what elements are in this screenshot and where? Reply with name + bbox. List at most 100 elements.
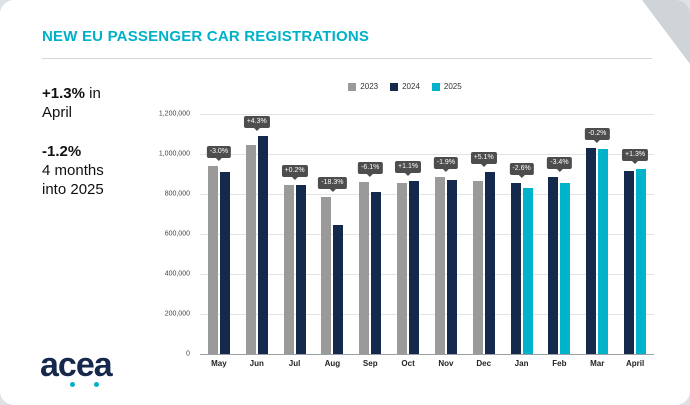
gridline bbox=[200, 153, 654, 155]
bar-chart: 2023 2024 2025 1,200,000 1,000,000 800,000 60… bbox=[150, 82, 660, 380]
legend-swatch-2024 bbox=[390, 82, 399, 91]
bar-group-april: +1.3% April bbox=[616, 114, 654, 368]
y-tick-label: 400,000 bbox=[164, 270, 190, 278]
y-tick-label: 200,000 bbox=[164, 310, 190, 318]
page-title: NEW EU PASSENGER CAR REGISTRATIONS bbox=[42, 28, 370, 45]
x-label-aug: Aug bbox=[324, 359, 341, 368]
legend-label-2025: 2025 bbox=[443, 82, 462, 91]
bar-2023-oct bbox=[397, 183, 408, 354]
pct-badge-mar: -0.2% bbox=[585, 128, 610, 141]
bar-2024-jul bbox=[295, 184, 306, 354]
logo-dot-icon bbox=[70, 382, 75, 387]
legend-item-2023: 2023 bbox=[348, 82, 378, 91]
bar-2024-oct bbox=[409, 180, 420, 354]
x-label-jan: Jan bbox=[514, 359, 529, 368]
x-label-may: May bbox=[211, 359, 227, 368]
x-label-oct: Oct bbox=[401, 359, 415, 368]
x-axis-line bbox=[200, 354, 654, 355]
bar-2025-feb bbox=[560, 183, 571, 354]
gridline bbox=[200, 234, 654, 235]
legend-swatch-2025 bbox=[431, 82, 440, 91]
legend-label-2023: 2023 bbox=[360, 82, 379, 91]
bar-group-jul: +0.2% Jul bbox=[276, 114, 314, 368]
bar-2024-dec bbox=[484, 172, 495, 354]
title-divider bbox=[42, 58, 652, 59]
bar-2024-feb bbox=[548, 177, 559, 354]
bar-group-may: -3.0% May bbox=[200, 114, 238, 368]
x-label-april: April bbox=[625, 359, 645, 368]
bar-2024-jun bbox=[257, 136, 268, 354]
x-label-mar: Mar bbox=[590, 359, 605, 368]
gridline bbox=[200, 314, 654, 315]
bar-2024-may bbox=[219, 171, 230, 354]
bar-2025-mar bbox=[598, 148, 609, 354]
bar-group-aug: -18.3% Aug bbox=[314, 114, 352, 368]
x-label-feb: Feb bbox=[552, 359, 567, 368]
bar-group-jan: -2.6% Jan bbox=[503, 114, 541, 368]
bar-2023-sep bbox=[359, 181, 370, 354]
bar-group-dec: +5.1% Dec bbox=[465, 114, 503, 368]
bar-2023-nov bbox=[434, 177, 445, 354]
stat-ytd-line3: into 2025 bbox=[42, 181, 104, 198]
acea-logo: acea bbox=[40, 346, 113, 387]
x-label-jun: Jun bbox=[249, 359, 264, 368]
bar-group-oct: +1.1% Oct bbox=[389, 114, 427, 368]
bar-group-sep: -6.1% Sep bbox=[351, 114, 389, 368]
bar-2023-jul bbox=[283, 185, 294, 354]
bar-2024-april bbox=[624, 171, 635, 354]
legend-swatch-2023 bbox=[348, 82, 357, 91]
stat-ytd-value: -1.2% bbox=[42, 143, 82, 160]
pct-badge-april: +1.3% bbox=[622, 149, 649, 161]
pct-badge-sep: -6.1% bbox=[358, 161, 383, 174]
y-tick-label: 1,000,000 bbox=[158, 150, 190, 158]
plot-area: -3.0% May +4.3% Jun +0.2% Jul -18.3% Aug -6.1% Se… bbox=[200, 114, 654, 368]
y-tick-label: 800,000 bbox=[164, 190, 190, 198]
gridline bbox=[200, 193, 654, 195]
y-tick-label: 600,000 bbox=[164, 230, 190, 238]
bar-2025-jan bbox=[522, 187, 533, 354]
bar-2024-jan bbox=[510, 183, 521, 354]
bar-2023-aug bbox=[321, 196, 332, 354]
pct-badge-dec: +5.1% bbox=[470, 152, 497, 164]
stat-ytd-line2: 4 months bbox=[42, 162, 104, 179]
stat-april-suffix: in bbox=[84, 85, 101, 102]
chart-legend: 2023 2024 2025 bbox=[150, 82, 660, 91]
bar-2023-may bbox=[207, 166, 218, 354]
bar-2024-nov bbox=[446, 180, 457, 354]
y-tick-label: 1,200,000 bbox=[158, 110, 190, 118]
x-label-jul: Jul bbox=[288, 359, 301, 368]
bar-group-mar: -0.2% Mar bbox=[578, 114, 616, 368]
bar-group-nov: -1.9% Nov bbox=[427, 114, 465, 368]
pct-badge-jul: +0.2% bbox=[281, 164, 308, 177]
gridline bbox=[200, 273, 654, 275]
y-tick-label: 0 bbox=[186, 350, 190, 358]
bar-2024-aug bbox=[333, 225, 344, 354]
stat-april-change: +1.3% in April bbox=[42, 84, 101, 122]
pct-badge-oct: +1.1% bbox=[395, 160, 422, 173]
bar-2025-april bbox=[636, 169, 647, 354]
legend-item-2024: 2024 bbox=[390, 82, 420, 91]
y-axis: 1,200,000 1,000,000 800,000 600,000 400,000 2… bbox=[150, 110, 196, 358]
legend-label-2024: 2024 bbox=[402, 82, 420, 91]
pct-badge-nov: -1.9% bbox=[433, 157, 459, 169]
pct-badge-feb: -3.4% bbox=[547, 157, 572, 170]
bar-2023-jun bbox=[245, 145, 256, 354]
pct-badge-jan: -2.6% bbox=[509, 163, 534, 175]
pct-badge-aug: -18.3% bbox=[318, 176, 347, 189]
logo-dot-icon bbox=[94, 382, 99, 387]
acea-logo-text: acea bbox=[40, 346, 113, 384]
stat-april-value: +1.3% bbox=[42, 85, 85, 102]
pct-badge-may: -3.0% bbox=[206, 146, 232, 158]
bar-group-jun: +4.3% Jun bbox=[238, 114, 276, 368]
x-label-dec: Dec bbox=[476, 359, 492, 368]
bar-2024-mar bbox=[586, 148, 597, 354]
x-label-nov: Nov bbox=[438, 359, 454, 368]
stat-ytd-change: -1.2% 4 months into 2025 bbox=[42, 142, 104, 199]
gridline bbox=[200, 114, 654, 115]
stat-april-line2: April bbox=[42, 104, 73, 121]
corner-decoration bbox=[642, 0, 690, 64]
x-label-sep: Sep bbox=[362, 359, 378, 368]
pct-badge-jun: +4.3% bbox=[243, 116, 270, 128]
bar-2023-dec bbox=[472, 180, 483, 354]
